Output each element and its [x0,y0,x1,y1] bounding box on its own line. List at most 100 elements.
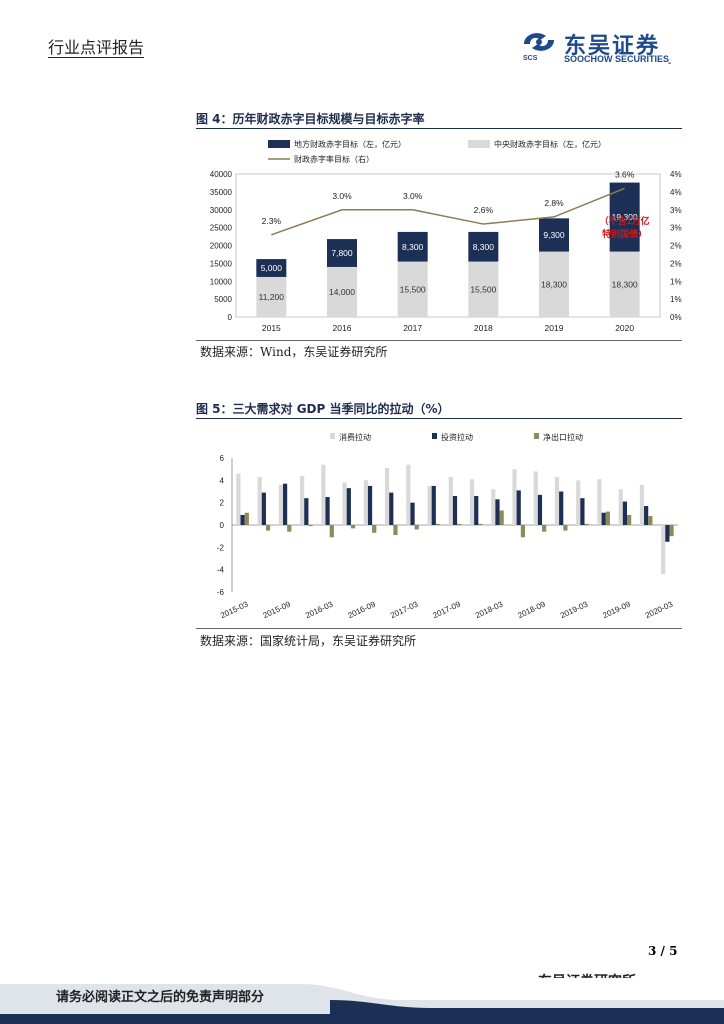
rate-label: 2.6% [474,205,494,215]
brand-emblem-icon [524,33,554,51]
bar-label-local: 5,000 [261,263,283,273]
y-tick-label: 35000 [210,188,233,197]
x-tick-label: 2019-03 [559,599,590,620]
bar-local [539,218,569,252]
bar-net-export [414,525,419,530]
legend-label-local: 地方财政赤字目标（左，亿元） [294,139,406,149]
footer-band [0,978,724,1024]
legend-swatch-local [268,140,290,148]
y-tick-label: 0 [220,521,225,530]
bar-investment [304,498,309,525]
x-tick-label: 2019-09 [601,599,632,620]
bar-consumption [512,469,517,525]
bar-investment [474,495,479,525]
x-tick-label: 2020 [615,323,634,333]
legend-label: 消费拉动 [339,432,371,442]
y2-tick-label: 4% [670,170,682,179]
bar-investment [601,512,606,525]
y2-tick-label: 2% [670,259,682,268]
figure4-chart: 地方财政赤字目标（左，亿元） 中央财政赤字目标（左，亿元） 财政赤字率目标（右） 0 5… [210,139,682,333]
y2-tick-label: 1% [670,295,682,304]
bar-net-export [520,525,526,538]
x-tick-label: 2015 [262,323,281,333]
x-tick-label: 2017-03 [389,599,420,620]
bar-local [256,259,287,277]
bar-net-export [648,516,653,525]
bar-label-central: 14,000 [329,287,355,297]
legend-swatch [432,433,437,439]
bar-consumption [469,479,475,525]
bar-consumption [448,476,453,525]
bar-investment [537,494,543,525]
bar-label-local: 9,300 [543,230,565,240]
bar-consumption [533,471,538,525]
bar-consumption [661,525,666,575]
annotation-note: （不含1万亿 [600,215,650,226]
y-tick-label: 20000 [210,242,233,251]
bar-central [609,251,640,317]
bar-consumption [257,476,262,525]
y-tick-label: -6 [217,588,225,597]
y2-tick-label: 2% [670,242,682,251]
bar-label-local: 8,300 [473,242,495,252]
rate-line [271,187,625,236]
y-tick-label: 2 [220,499,225,508]
bar-net-export [457,523,462,525]
brand-logo: SCS 东吴证券 SOOCHOW SECURITIES [520,26,692,70]
bar-investment [389,492,394,525]
bar-net-export [308,525,313,527]
legend-label-rate: 财政赤字率目标（右） [294,154,374,164]
bar-net-export [329,525,334,538]
bar-consumption [597,479,602,525]
bar-local [397,231,428,262]
bar-label-local: 8,300 [402,242,424,252]
bar-label-central: 15,500 [470,284,496,294]
y-tick-label: 10000 [210,277,233,286]
bar-consumption [384,468,390,525]
bar-net-export [542,525,547,532]
bar-local [609,182,640,252]
report-type-label: 行业点评报告 [48,38,145,57]
bar-investment [622,501,628,525]
bar-consumption [491,489,496,525]
bar-investment [665,525,670,542]
x-tick-label: 2018 [474,323,493,333]
bar-central [327,266,357,317]
bar-consumption [363,480,368,525]
bar-consumption [618,489,623,525]
bar-label-central: 11,200 [259,292,285,302]
bar-investment [261,492,266,525]
y-tick-label: 40000 [210,170,233,179]
bar-investment [580,498,585,525]
x-tick-label: 2016 [333,323,352,333]
bar-investment [240,514,245,525]
y-tick-label: 25000 [210,224,233,233]
y2-tick-label: 3% [670,206,682,215]
y-tick-label: 6 [220,454,225,463]
bar-net-export [287,525,292,532]
y-tick-label: -2 [217,543,225,552]
bar-local [468,231,499,262]
bar-net-export [499,510,504,525]
brand-abbr: SCS [523,55,538,62]
rate-label: 3.6% [615,169,635,179]
bar-net-export [393,525,398,536]
bar-label-local: 19,300 [612,212,638,222]
y-tick-label: 30000 [210,206,233,215]
rate-label: 2.3% [262,216,282,226]
x-tick-label: 2020-03 [644,599,675,620]
bar-net-export [605,511,610,525]
bar-net-export [669,525,674,537]
y-tick-label: 4 [220,476,225,485]
bar-investment [495,499,500,525]
bar-investment [431,485,436,525]
bar-investment [644,506,649,525]
legend-swatch-central [468,140,490,148]
x-tick-label: 2017-09 [431,599,462,620]
rate-label: 3.0% [332,191,352,201]
bar-label-central: 18,300 [612,279,638,289]
bar-investment [559,491,564,525]
bar-net-export [563,525,568,531]
bar-consumption [406,464,411,525]
bar-net-export [584,523,589,525]
